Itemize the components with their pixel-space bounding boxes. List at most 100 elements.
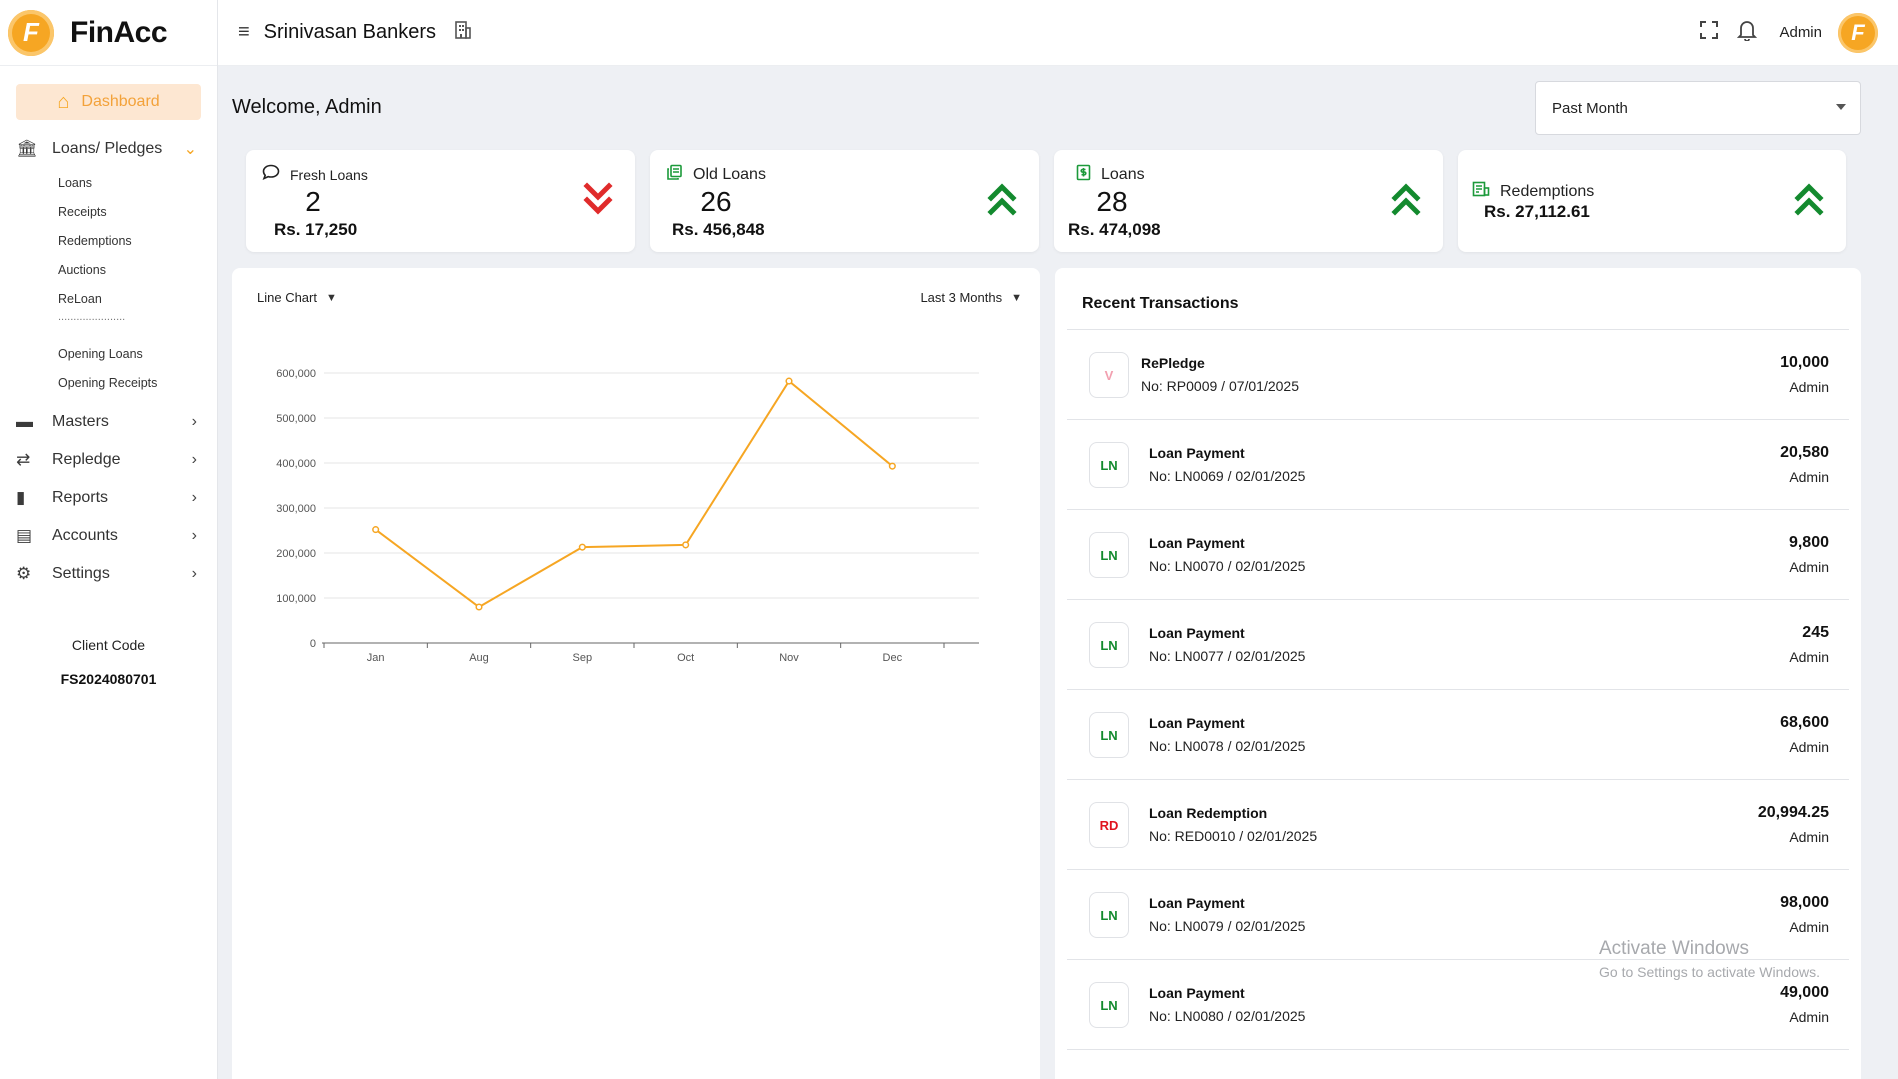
transaction-amount: 9,800 bbox=[1788, 534, 1829, 551]
transaction-badge: V bbox=[1089, 352, 1129, 398]
period-select-value: Past Month bbox=[1552, 99, 1628, 117]
chevron-right-icon: › bbox=[191, 489, 197, 506]
firm-name: Srinivasan Bankers bbox=[263, 21, 436, 43]
transaction-row[interactable]: LN Loan Payment No: LN0077 / 02/01/2025 245… bbox=[1067, 600, 1849, 690]
y-tick-label: 600,000 bbox=[276, 368, 316, 380]
sidebar-subitem-reloan[interactable]: ReLoan bbox=[58, 291, 102, 306]
divider bbox=[1067, 329, 1849, 330]
transaction-user: Admin bbox=[1789, 1009, 1829, 1025]
sidebar-item-dashboard[interactable]: ⌂ Dashboard bbox=[16, 84, 201, 120]
transaction-badge: RD bbox=[1089, 802, 1129, 848]
y-tick-label: 200,000 bbox=[276, 548, 316, 560]
data-point[interactable] bbox=[888, 462, 896, 470]
building-icon[interactable] bbox=[454, 20, 472, 45]
sidebar-subitem-auctions[interactable]: Auctions bbox=[58, 262, 106, 277]
sidebar: F FinAcc ⌂ Dashboard 🏛 Loans/ Pledges ⌄ … bbox=[0, 0, 218, 1079]
transaction-row[interactable]: RD Loan Redemption No: RED0010 / 02/01/202… bbox=[1067, 780, 1849, 870]
period-select[interactable]: Past Month bbox=[1535, 81, 1861, 135]
stat-card-amount: Rs. 474,098 bbox=[1068, 220, 1161, 239]
transaction-amount: 245 bbox=[1802, 624, 1829, 641]
stat-card-redemptions[interactable]: Redemptions Rs. 27,112.61 bbox=[1458, 150, 1846, 252]
transaction-amount: 10,000 bbox=[1780, 354, 1829, 371]
x-tick-label: Dec bbox=[883, 652, 903, 664]
transaction-type: Loan Payment bbox=[1149, 895, 1245, 911]
home-icon: ⌂ bbox=[57, 90, 70, 113]
sidebar-group-reports[interactable]: ▮ Reports › bbox=[0, 479, 217, 517]
sidebar-group-loans-pledges[interactable]: 🏛 Loans/ Pledges ⌄ bbox=[0, 130, 217, 168]
sidebar-group-accounts[interactable]: ▤ Accounts › bbox=[0, 517, 217, 555]
box-icon: ▬ bbox=[16, 412, 33, 431]
transaction-user: Admin bbox=[1789, 379, 1829, 395]
transaction-row[interactable]: LN Loan Payment No: LN0069 / 02/01/2025 20,… bbox=[1067, 420, 1849, 510]
transaction-user: Admin bbox=[1789, 649, 1829, 665]
data-point[interactable] bbox=[372, 526, 380, 534]
transaction-number: No: RP0009 / 07/01/2025 bbox=[1141, 378, 1300, 394]
y-tick-label: 100,000 bbox=[276, 593, 316, 605]
transaction-row[interactable]: LN Loan Payment No: LN0080 / 02/01/2025 49,… bbox=[1067, 960, 1849, 1050]
avatar[interactable]: F bbox=[1838, 12, 1878, 53]
stat-card-fresh-loans[interactable]: Fresh Loans 2 Rs. 17,250 bbox=[246, 150, 635, 252]
chevron-down-icon: ⌄ bbox=[183, 141, 197, 158]
transaction-row[interactable]: LN Loan Payment No: LN0070 / 02/01/2025 9,8… bbox=[1067, 510, 1849, 600]
sidebar-group-label: Repledge bbox=[52, 451, 121, 468]
transaction-number: No: LN0070 / 02/01/2025 bbox=[1149, 558, 1306, 574]
chat-icon bbox=[262, 164, 280, 185]
y-tick-label: 0 bbox=[310, 638, 316, 650]
chevron-right-icon: › bbox=[191, 451, 197, 468]
transaction-type: Loan Payment bbox=[1149, 535, 1245, 551]
sidebar-subitem-receipts[interactable]: Receipts bbox=[58, 204, 107, 219]
user-name[interactable]: Admin bbox=[1779, 24, 1822, 41]
welcome-text: Welcome, Admin bbox=[232, 96, 382, 118]
sidebar-group-label: Loans/ Pledges bbox=[52, 140, 163, 157]
chevron-right-icon: › bbox=[191, 527, 197, 544]
transaction-badge: LN bbox=[1089, 712, 1129, 758]
data-point[interactable] bbox=[785, 377, 793, 385]
data-point[interactable] bbox=[682, 541, 690, 549]
sidebar-group-repledge[interactable]: ⇄ Repledge › bbox=[0, 441, 217, 479]
dollar-doc-icon bbox=[1076, 164, 1091, 186]
data-point[interactable] bbox=[578, 543, 586, 551]
recent-transactions-panel: Recent Transactions V RePledge No: RP0009 … bbox=[1055, 268, 1861, 1079]
transaction-type: Loan Payment bbox=[1149, 625, 1245, 641]
repeat-icon: ⇄ bbox=[16, 450, 31, 469]
stat-card-loans[interactable]: Loans 28 Rs. 474,098 bbox=[1054, 150, 1443, 252]
fullscreen-icon[interactable] bbox=[1699, 20, 1719, 46]
transaction-row[interactable]: LN Loan Payment No: LN0078 / 02/01/2025 68,… bbox=[1067, 690, 1849, 780]
client-code-label: Client Code bbox=[71, 637, 146, 653]
stat-card-count: 2 bbox=[305, 186, 321, 217]
bell-icon[interactable] bbox=[1737, 19, 1758, 47]
sidebar-subitem-opening-receipts[interactable]: Opening Receipts bbox=[58, 375, 158, 390]
transaction-row[interactable]: V RePledge No: RP0009 / 07/01/2025 10,000 Ad… bbox=[1067, 330, 1849, 420]
sidebar-group-label: Masters bbox=[52, 413, 109, 430]
double-chevron-up-icon bbox=[987, 183, 1017, 216]
menu-icon[interactable]: ≡ bbox=[238, 21, 250, 43]
x-tick-label: Oct bbox=[677, 652, 694, 664]
double-chevron-down-icon bbox=[583, 182, 613, 215]
sidebar-subitem-redemptions[interactable]: Redemptions bbox=[58, 233, 132, 248]
stat-card-old-loans[interactable]: Old Loans 26 Rs. 456,848 bbox=[650, 150, 1039, 252]
transaction-type: Loan Redemption bbox=[1149, 805, 1268, 821]
transaction-number: No: LN0078 / 02/01/2025 bbox=[1149, 738, 1306, 754]
transaction-type: Loan Payment bbox=[1149, 445, 1245, 461]
transaction-number: No: LN0077 / 02/01/2025 bbox=[1149, 648, 1306, 664]
data-point[interactable] bbox=[475, 603, 483, 611]
x-tick-label: Nov bbox=[779, 652, 799, 664]
brand[interactable]: F FinAcc bbox=[0, 0, 217, 66]
sidebar-subitem-loans[interactable]: Loans bbox=[58, 175, 93, 190]
sidebar-group-settings[interactable]: ⚙ Settings › bbox=[0, 555, 217, 593]
transaction-user: Admin bbox=[1789, 739, 1829, 755]
sidebar-subitem-opening-loans[interactable]: Opening Loans bbox=[58, 346, 143, 361]
bank-icon: 🏛 bbox=[16, 139, 38, 158]
chart-range-dropdown[interactable]: Last 3 Months ▼ bbox=[920, 290, 1022, 305]
transaction-row[interactable]: LN Loan Payment No: LN0079 / 02/01/2025 98,… bbox=[1067, 870, 1849, 960]
chevron-down-icon: ▼ bbox=[325, 291, 337, 304]
chart-type-dropdown[interactable]: Line Chart ▼ bbox=[257, 290, 337, 305]
stat-card-title: Old Loans bbox=[666, 164, 766, 186]
transaction-type: Loan Payment bbox=[1149, 715, 1245, 731]
transaction-type: RePledge bbox=[1141, 355, 1205, 371]
sidebar-group-masters[interactable]: ▬ Masters › bbox=[0, 403, 217, 441]
client-code-value: FS2024080701 bbox=[60, 671, 157, 687]
top-header: ≡ Srinivasan Bankers Admin F bbox=[218, 0, 1898, 66]
transaction-amount: 98,000 bbox=[1780, 894, 1829, 911]
stat-card-amount: Rs. 456,848 bbox=[672, 220, 765, 239]
